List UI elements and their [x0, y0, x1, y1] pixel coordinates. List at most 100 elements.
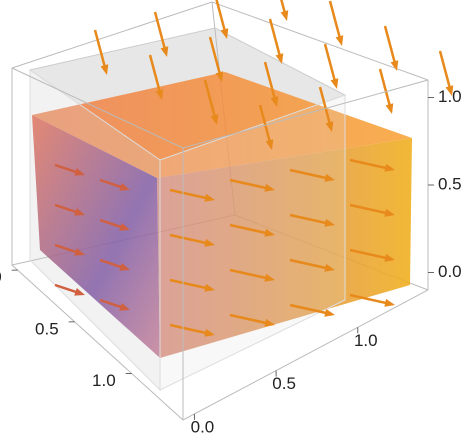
arrow-shaft [289, 303, 328, 315]
arrow-head [324, 173, 335, 182]
arrow [263, 61, 279, 107]
arrow [349, 203, 395, 217]
surface-front [157, 138, 412, 358]
arrow-head [204, 238, 215, 247]
arrow [54, 163, 85, 176]
arrow-shaft [268, 18, 282, 57]
arrow-head [324, 308, 335, 317]
arrow [383, 25, 399, 71]
arrow [349, 248, 395, 262]
arrow [99, 218, 130, 231]
arrow-shaft [54, 283, 78, 294]
arrow-head [264, 183, 275, 192]
arrow-head [119, 303, 130, 311]
arrow-shaft [349, 203, 388, 215]
arrow [328, 0, 344, 46]
arrow [349, 293, 395, 307]
arrow [258, 104, 274, 150]
surface-top [32, 72, 412, 178]
arrow-head [324, 218, 335, 227]
arrow [438, 50, 454, 96]
arrow [54, 283, 85, 296]
arrow-head [74, 288, 85, 296]
arrow-shaft [289, 258, 328, 270]
arrow-head [390, 60, 399, 71]
arrow [229, 178, 275, 192]
arrow-head [324, 263, 335, 272]
arrow [268, 18, 284, 64]
arrow [378, 68, 394, 114]
z-tick-label: 0.5 [438, 174, 462, 193]
z-tick-label: 0.0 [438, 262, 462, 281]
arrow [208, 36, 224, 82]
arrow-shaft [289, 168, 328, 180]
arrow [169, 188, 215, 202]
vector-field [54, 0, 454, 337]
arrow [153, 11, 169, 57]
arrow-head [100, 64, 109, 75]
arrow-shaft [383, 25, 397, 64]
arrow-shaft [153, 11, 167, 50]
arrow-shaft [229, 313, 268, 325]
arrow-head [220, 28, 229, 39]
x-tick-label: 0.0 [0, 268, 2, 287]
arrow-shaft [229, 268, 268, 280]
x-tick-label: 0.5 [35, 319, 59, 338]
arrow-head [119, 183, 130, 191]
inner-box-side [159, 94, 346, 391]
arrow [148, 54, 164, 100]
arrow-head [384, 208, 395, 217]
arrow [203, 79, 219, 125]
arrow-head [210, 114, 219, 125]
arrow [323, 43, 339, 89]
surface-left [32, 115, 160, 358]
arrow-shaft [378, 68, 392, 107]
arrow-head [204, 283, 215, 292]
arrow-shaft [349, 248, 388, 260]
y-tick-label: 0.0 [191, 417, 215, 436]
arrow [280, 0, 289, 21]
arrow-shaft [289, 213, 328, 225]
y-tick-label: 1.0 [354, 331, 378, 350]
arrow-shaft [54, 243, 78, 254]
arrow-shaft [169, 278, 208, 290]
arrow-head [204, 193, 215, 202]
arrow-shaft [328, 0, 342, 39]
arrow-head [119, 223, 130, 231]
arrow [229, 313, 275, 327]
arrow-shaft [169, 188, 208, 200]
arrow-head [264, 318, 275, 327]
arrow [93, 29, 109, 75]
arrow-head [119, 263, 130, 271]
arrow [169, 233, 215, 247]
arrow [349, 158, 395, 172]
arrow-head [264, 228, 275, 237]
arrow-head [384, 253, 395, 262]
arrow-head [74, 168, 85, 176]
arrow-head [74, 208, 85, 216]
arrow-shaft [93, 29, 107, 68]
x-tick-label: 1.0 [92, 371, 116, 390]
arrow-shaft [318, 86, 332, 125]
arrow [215, 0, 229, 39]
arrow-head [204, 328, 215, 337]
arrow-head [275, 53, 284, 64]
arrow-head [270, 96, 279, 107]
arrow [54, 203, 85, 216]
arrow-shaft [99, 178, 123, 189]
arrow-shaft [208, 36, 222, 75]
arrow-shaft [203, 79, 217, 118]
arrow-shaft [263, 61, 277, 100]
arrow-shaft [169, 323, 208, 335]
arrow-shaft [99, 218, 123, 229]
arrow [318, 86, 334, 132]
arrow-shaft [54, 163, 78, 174]
y-tick-label: 0.5 [272, 374, 296, 393]
arrow-head [330, 78, 339, 89]
arrow-head [384, 163, 395, 172]
arrow [289, 303, 335, 317]
arrow-head [280, 10, 289, 21]
arrow-head [265, 139, 274, 150]
arrow-shaft [438, 50, 452, 89]
